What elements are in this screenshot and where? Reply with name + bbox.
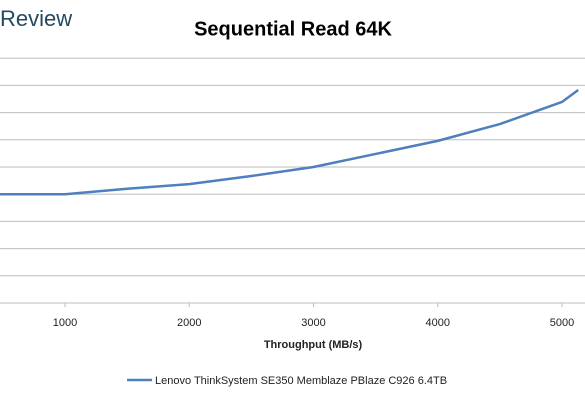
x-tick-label: 5000 bbox=[550, 317, 574, 329]
x-axis-title: Throughput (MB/s) bbox=[264, 339, 363, 351]
x-tick-label: 1000 bbox=[53, 317, 77, 329]
chart-title: Sequential Read 64K bbox=[194, 18, 392, 40]
legend-label: Lenovo ThinkSystem SE350 Memblaze PBlaze… bbox=[155, 375, 447, 387]
series-line bbox=[0, 89, 579, 196]
x-tick-label: 2000 bbox=[177, 317, 201, 329]
watermark: Review bbox=[0, 6, 72, 31]
x-tick-label: 4000 bbox=[426, 317, 450, 329]
x-tick-label: 3000 bbox=[301, 317, 325, 329]
